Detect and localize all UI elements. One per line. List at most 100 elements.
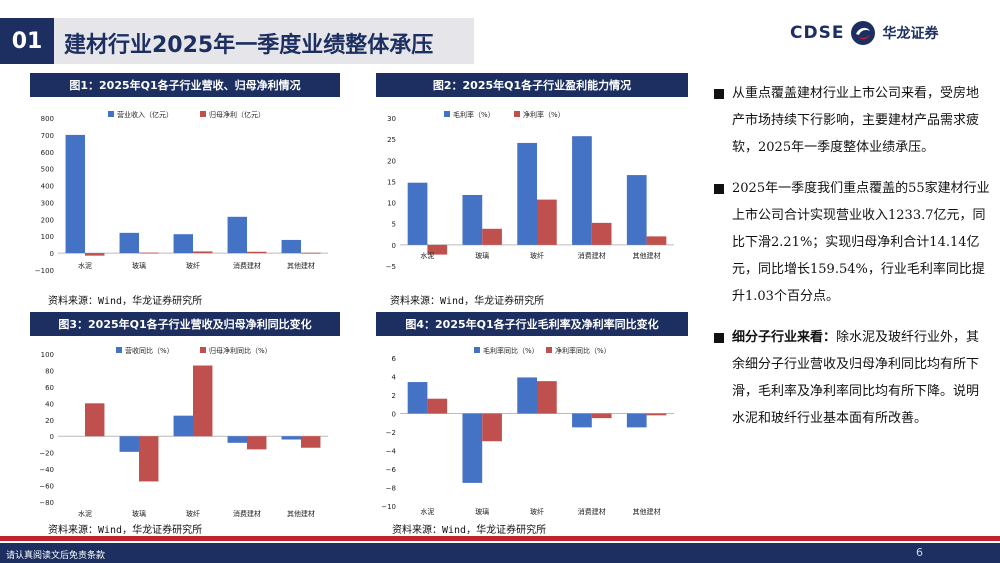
category-label: 水泥 xyxy=(420,251,434,260)
bar-red xyxy=(193,251,213,254)
chart1-revenue-profit: −100 0 100 200 300 400 500 600 700 800 水泥 玻璃 玻纤 消费建材 其… xyxy=(35,110,328,275)
y-tick-label: 300 xyxy=(41,199,54,207)
chart2-source: 资料来源：Wind，华龙证券研究所 xyxy=(390,296,545,307)
y-tick-label: 6 xyxy=(392,355,397,363)
brand-logo: CDSE 华龙证券 xyxy=(790,18,938,48)
category-label: 玻璃 xyxy=(475,507,489,516)
y-tick-label: 25 xyxy=(387,136,396,144)
logo-text: CDSE xyxy=(790,23,845,43)
y-tick-label: 0 xyxy=(50,433,54,441)
category-label: 玻璃 xyxy=(475,251,489,260)
category-label: 玻纤 xyxy=(530,251,544,260)
chart3-yoy-revenue-profit: −80 −60 −40 −20 0 20 40 60 80 100 水泥 玻璃 玻纤 消费建材 其他建材 营收… xyxy=(39,346,328,518)
bar-blue xyxy=(572,136,592,245)
y-tick-label: 20 xyxy=(387,157,396,165)
chart3-title: 图3：2025年Q1各子行业营收及归母净利同比变化 xyxy=(30,312,340,336)
category-label: 其他建材 xyxy=(287,261,315,270)
bar-blue xyxy=(572,413,592,428)
category-label: 其他建材 xyxy=(633,251,661,260)
legend-swatch xyxy=(108,111,114,117)
y-tick-label: 200 xyxy=(41,216,54,224)
y-tick-label: 0 xyxy=(392,411,396,419)
legend-swatch xyxy=(546,347,552,353)
legend-swatch xyxy=(200,347,206,353)
y-tick-label: 40 xyxy=(45,400,54,408)
bar-red xyxy=(247,436,267,450)
category-label: 其他建材 xyxy=(287,509,315,518)
category-label: 玻璃 xyxy=(132,509,146,518)
y-tick-label: −5 xyxy=(386,263,396,271)
y-tick-label: 0 xyxy=(392,242,396,250)
bar-blue xyxy=(65,134,85,254)
legend-label: 归母净利同比（%） xyxy=(209,346,272,355)
chart2-title: 图2：2025年Q1各子行业盈利能力情况 xyxy=(376,73,688,97)
chart1-title: 图1：2025年Q1各子行业营收、归母净利情况 xyxy=(30,73,340,97)
bar-blue xyxy=(626,413,647,428)
square-bullet-icon xyxy=(714,333,724,343)
y-tick-label: 10 xyxy=(387,200,396,208)
y-tick-label: 500 xyxy=(41,166,54,174)
category-label: 消费建材 xyxy=(578,507,606,516)
bar-blue xyxy=(173,415,193,437)
category-label: 消费建材 xyxy=(233,509,261,518)
bar-red xyxy=(427,398,448,414)
legend-label: 营收同比（%） xyxy=(125,346,174,355)
footer-red-stripe xyxy=(0,536,1000,541)
bar-blue xyxy=(227,216,247,254)
y-tick-label: 100 xyxy=(41,351,54,359)
section-title-background xyxy=(54,18,474,64)
bar-red xyxy=(301,436,321,448)
bar-blue xyxy=(407,382,428,414)
legend-label: 净利率同比（%） xyxy=(555,346,611,355)
category-label: 水泥 xyxy=(420,507,434,516)
bullet-text: 细分子行业来看：除水泥及玻纤行业外，其余细分子行业营收及归母净利同比均有所下滑，… xyxy=(732,330,980,426)
square-bullet-icon xyxy=(714,89,724,99)
bar-red xyxy=(537,381,557,414)
y-tick-label: 4 xyxy=(392,374,397,382)
y-tick-label: 5 xyxy=(392,221,396,229)
category-label: 水泥 xyxy=(78,509,92,518)
legend-swatch xyxy=(514,111,520,117)
bar-red xyxy=(427,244,448,255)
legend-swatch xyxy=(116,347,122,353)
bar-red xyxy=(247,251,267,254)
y-tick-label: −80 xyxy=(39,499,54,507)
bar-red xyxy=(139,252,159,254)
bullet-text: 从重点覆盖建材行业上市公司来看，受房地产市场持续下行影响，主要建材产品需求疲软，… xyxy=(732,86,980,155)
y-tick-label: −8 xyxy=(386,485,396,493)
chart4-title: 图4：2025年Q1各子行业毛利率及净利率同比变化 xyxy=(376,312,688,336)
category-label: 玻璃 xyxy=(132,261,146,270)
dragon-logo-icon xyxy=(851,21,876,45)
bar-red xyxy=(85,253,105,256)
bullet-point: 从重点覆盖建材行业上市公司来看，受房地产市场持续下行影响，主要建材产品需求疲软，… xyxy=(714,80,990,161)
y-tick-label: 400 xyxy=(41,183,54,191)
y-tick-label: 60 xyxy=(45,384,54,392)
y-tick-label: 20 xyxy=(45,417,54,425)
y-tick-label: −60 xyxy=(39,483,54,491)
bar-blue xyxy=(119,436,139,452)
bullet-point: 细分子行业来看：除水泥及玻纤行业外，其余细分子行业营收及归母净利同比均有所下滑，… xyxy=(714,324,990,432)
bar-blue xyxy=(517,377,537,414)
legend-label: 营业收入（亿元） xyxy=(117,110,173,119)
y-tick-label: −40 xyxy=(39,466,54,474)
y-tick-label: 15 xyxy=(387,178,396,186)
category-label: 消费建材 xyxy=(578,251,606,260)
bar-blue xyxy=(281,436,301,440)
bar-blue xyxy=(281,239,301,254)
bar-blue xyxy=(517,142,537,245)
category-label: 玻纤 xyxy=(530,507,544,516)
category-label: 玻纤 xyxy=(186,261,200,270)
bar-blue xyxy=(626,175,647,245)
y-tick-label: 80 xyxy=(45,367,54,375)
legend-swatch xyxy=(444,111,450,117)
chart1-source: 资料来源：Wind，华龙证券研究所 xyxy=(48,296,203,307)
square-bullet-icon xyxy=(714,184,724,194)
bar-red xyxy=(591,413,612,419)
y-tick-label: −20 xyxy=(39,450,54,458)
y-tick-label: 100 xyxy=(41,233,54,241)
y-tick-label: 0 xyxy=(50,250,54,258)
legend-label: 净利率（%） xyxy=(523,110,565,119)
chart2-profitability: −5 0 5 10 15 20 25 30 水泥 玻璃 玻纤 消费建材 其他建材 毛利率（%） 净利率（%） xyxy=(386,110,674,271)
bar-red xyxy=(646,413,667,416)
bar-blue xyxy=(227,436,247,443)
